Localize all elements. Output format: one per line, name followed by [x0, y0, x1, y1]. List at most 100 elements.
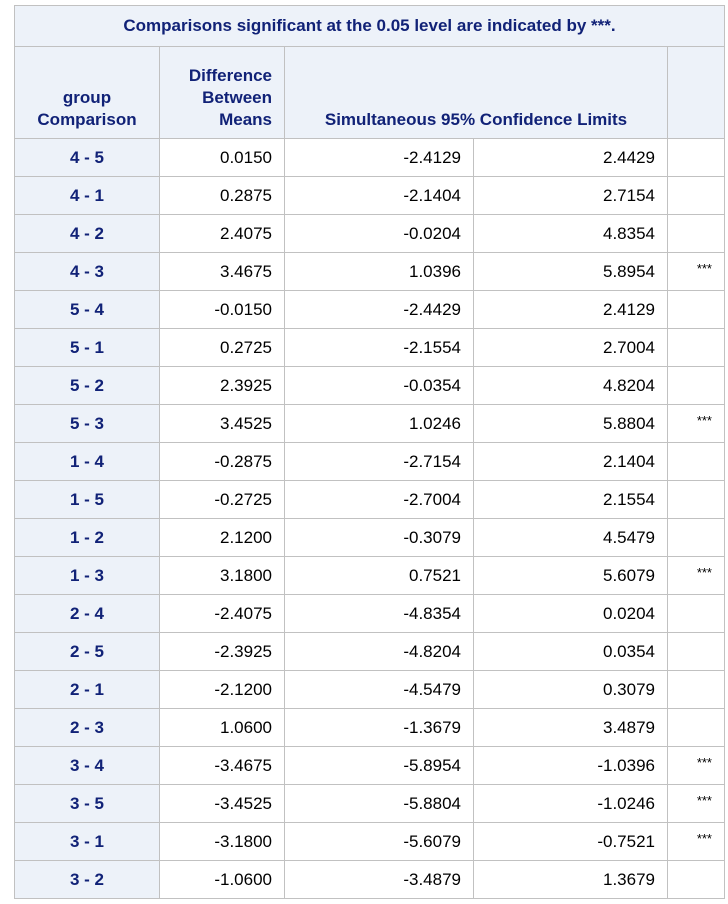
- table-row: 2 - 4 -2.4075 -4.8354 0.0204: [14, 594, 725, 633]
- row-lower-limit: -2.7004: [284, 480, 474, 519]
- row-comparison: 2 - 1: [14, 670, 160, 709]
- row-significance-flag: [667, 860, 725, 899]
- row-difference: -1.0600: [159, 860, 285, 899]
- row-upper-limit: 0.0354: [473, 632, 668, 671]
- table-row: 4 - 2 2.4075 -0.0204 4.8354: [14, 214, 725, 253]
- table-body: 4 - 5 0.0150 -2.4129 2.4429 4 - 1 0.2875…: [14, 138, 725, 899]
- row-significance-flag: ***: [667, 556, 725, 595]
- row-difference: -2.1200: [159, 670, 285, 709]
- row-significance-flag: [667, 518, 725, 557]
- row-difference: 3.4525: [159, 404, 285, 443]
- row-upper-limit: -0.7521: [473, 822, 668, 861]
- row-difference: -3.1800: [159, 822, 285, 861]
- table-row: 1 - 3 3.1800 0.7521 5.6079 ***: [14, 556, 725, 595]
- row-upper-limit: 2.4129: [473, 290, 668, 329]
- row-lower-limit: -5.8804: [284, 784, 474, 823]
- row-comparison: 4 - 3: [14, 252, 160, 291]
- row-difference: 0.2725: [159, 328, 285, 367]
- row-comparison: 2 - 4: [14, 594, 160, 633]
- comparisons-table: Comparisons significant at the 0.05 leve…: [14, 5, 725, 899]
- row-upper-limit: 1.3679: [473, 860, 668, 899]
- row-difference: 0.0150: [159, 138, 285, 177]
- row-difference: 1.0600: [159, 708, 285, 747]
- row-difference: 2.3925: [159, 366, 285, 405]
- table-row: 5 - 1 0.2725 -2.1554 2.7004: [14, 328, 725, 367]
- row-upper-limit: 2.1404: [473, 442, 668, 481]
- row-upper-limit: 4.8204: [473, 366, 668, 405]
- row-comparison: 3 - 4: [14, 746, 160, 785]
- row-lower-limit: -0.0204: [284, 214, 474, 253]
- header-comparison-line: Comparison: [37, 110, 137, 129]
- row-comparison: 1 - 3: [14, 556, 160, 595]
- row-significance-flag: ***: [667, 404, 725, 443]
- row-significance-flag: ***: [667, 252, 725, 291]
- row-significance-flag: [667, 138, 725, 177]
- row-difference: 2.1200: [159, 518, 285, 557]
- row-upper-limit: 2.7004: [473, 328, 668, 367]
- row-lower-limit: -0.0354: [284, 366, 474, 405]
- table-row: 3 - 4 -3.4675 -5.8954 -1.0396 ***: [14, 746, 725, 785]
- row-upper-limit: 4.8354: [473, 214, 668, 253]
- row-significance-flag: [667, 594, 725, 633]
- row-difference: -0.0150: [159, 290, 285, 329]
- table-row: 1 - 5 -0.2725 -2.7004 2.1554: [14, 480, 725, 519]
- row-lower-limit: -2.4129: [284, 138, 474, 177]
- table-row: 4 - 3 3.4675 1.0396 5.8954 ***: [14, 252, 725, 291]
- row-significance-flag: [667, 290, 725, 329]
- row-difference: 0.2875: [159, 176, 285, 215]
- row-lower-limit: -4.8204: [284, 632, 474, 671]
- row-comparison: 2 - 3: [14, 708, 160, 747]
- row-lower-limit: -1.3679: [284, 708, 474, 747]
- table-row: 2 - 5 -2.3925 -4.8204 0.0354: [14, 632, 725, 671]
- table-row: 4 - 5 0.0150 -2.4129 2.4429: [14, 138, 725, 177]
- row-difference: 3.1800: [159, 556, 285, 595]
- row-upper-limit: -1.0246: [473, 784, 668, 823]
- row-significance-flag: [667, 214, 725, 253]
- row-lower-limit: -3.4879: [284, 860, 474, 899]
- row-lower-limit: -0.3079: [284, 518, 474, 557]
- header-difference-between-means: Difference Between Means: [159, 46, 285, 139]
- row-comparison: 3 - 2: [14, 860, 160, 899]
- row-lower-limit: -5.6079: [284, 822, 474, 861]
- row-upper-limit: 5.8954: [473, 252, 668, 291]
- header-difference-line: Difference: [188, 66, 272, 85]
- row-comparison: 3 - 1: [14, 822, 160, 861]
- row-significance-flag: [667, 480, 725, 519]
- row-upper-limit: 3.4879: [473, 708, 668, 747]
- table-row: 4 - 1 0.2875 -2.1404 2.7154: [14, 176, 725, 215]
- row-significance-flag: [667, 442, 725, 481]
- table-row: 5 - 3 3.4525 1.0246 5.8804 ***: [14, 404, 725, 443]
- row-lower-limit: -2.1404: [284, 176, 474, 215]
- row-significance-flag: [667, 328, 725, 367]
- table-row: 5 - 2 2.3925 -0.0354 4.8204: [14, 366, 725, 405]
- row-lower-limit: -2.1554: [284, 328, 474, 367]
- row-difference: -0.2875: [159, 442, 285, 481]
- row-significance-flag: [667, 632, 725, 671]
- row-significance-flag: [667, 670, 725, 709]
- row-significance-flag: [667, 708, 725, 747]
- table-row: 5 - 4 -0.0150 -2.4429 2.4129: [14, 290, 725, 329]
- row-lower-limit: 1.0396: [284, 252, 474, 291]
- row-significance-flag: ***: [667, 784, 725, 823]
- row-upper-limit: 5.8804: [473, 404, 668, 443]
- row-significance-flag: [667, 176, 725, 215]
- row-lower-limit: -2.7154: [284, 442, 474, 481]
- results-table-container: Comparisons significant at the 0.05 leve…: [14, 5, 725, 899]
- header-group-line: group: [62, 88, 112, 107]
- row-upper-limit: 4.5479: [473, 518, 668, 557]
- row-difference: -3.4525: [159, 784, 285, 823]
- row-comparison: 4 - 5: [14, 138, 160, 177]
- row-difference: 2.4075: [159, 214, 285, 253]
- row-comparison: 5 - 1: [14, 328, 160, 367]
- header-significance-flag: [667, 46, 725, 139]
- row-lower-limit: 1.0246: [284, 404, 474, 443]
- row-comparison: 1 - 2: [14, 518, 160, 557]
- table-row: 3 - 1 -3.1800 -5.6079 -0.7521 ***: [14, 822, 725, 861]
- table-row: 2 - 3 1.0600 -1.3679 3.4879: [14, 708, 725, 747]
- row-lower-limit: 0.7521: [284, 556, 474, 595]
- row-comparison: 5 - 3: [14, 404, 160, 443]
- row-upper-limit: 0.3079: [473, 670, 668, 709]
- row-comparison: 1 - 4: [14, 442, 160, 481]
- row-comparison: 5 - 2: [14, 366, 160, 405]
- row-difference: -2.3925: [159, 632, 285, 671]
